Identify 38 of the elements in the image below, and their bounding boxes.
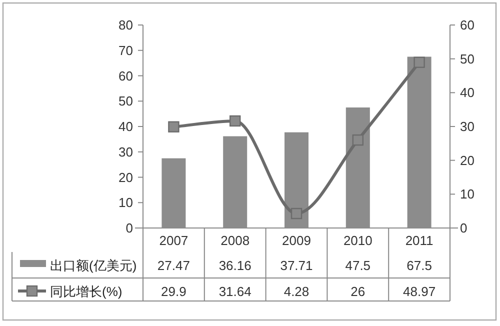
y2-tick-label: 0 [460, 220, 468, 236]
y-tick-label: 0 [126, 220, 133, 236]
data-label: 47.5 [345, 258, 371, 273]
data-label: 29.9 [161, 284, 186, 299]
y2-tick-label: 50 [460, 51, 474, 66]
data-label: 4.28 [284, 284, 310, 299]
data-label: 26 [350, 284, 366, 299]
y-tick-label: 80 [118, 18, 133, 32]
x-tick-label: 2008 [220, 233, 250, 248]
x-tick-label: 2007 [159, 233, 188, 248]
y-tick-label: 60 [118, 68, 133, 84]
point [290, 208, 302, 220]
x-tick-label: 2009 [282, 233, 311, 248]
y-tick-label: 30 [118, 144, 133, 160]
y-tick-label: 10 [118, 195, 133, 210]
data-label: 48.97 [403, 284, 436, 299]
x-tick-label: 2010 [343, 233, 372, 248]
y2-tick-label: 60 [460, 18, 474, 32]
y2-tick-label: 20 [460, 152, 474, 168]
y-tick-label: 70 [118, 42, 133, 58]
x-tick-label: 2011 [405, 233, 434, 248]
data-label: 67.5 [406, 258, 432, 273]
data-label: 27.47 [157, 258, 190, 273]
y2-tick-label: 30 [460, 119, 474, 134]
point [168, 121, 180, 132]
y2-tick-label: 10 [460, 186, 474, 202]
legend-label: 同比增长(%) [50, 284, 122, 299]
point [352, 134, 364, 146]
y-tick-label: 50 [118, 94, 133, 109]
point [414, 56, 425, 68]
y2-tick-label: 40 [460, 85, 474, 100]
y-tick-label: 20 [118, 170, 133, 185]
data-label: 31.64 [218, 284, 252, 299]
data-label: 37.71 [280, 258, 313, 273]
legend-label: 出口额(亿美元) [50, 258, 137, 273]
data-label: 36.16 [218, 258, 252, 273]
point [230, 115, 241, 127]
y-tick-label: 40 [118, 119, 133, 134]
